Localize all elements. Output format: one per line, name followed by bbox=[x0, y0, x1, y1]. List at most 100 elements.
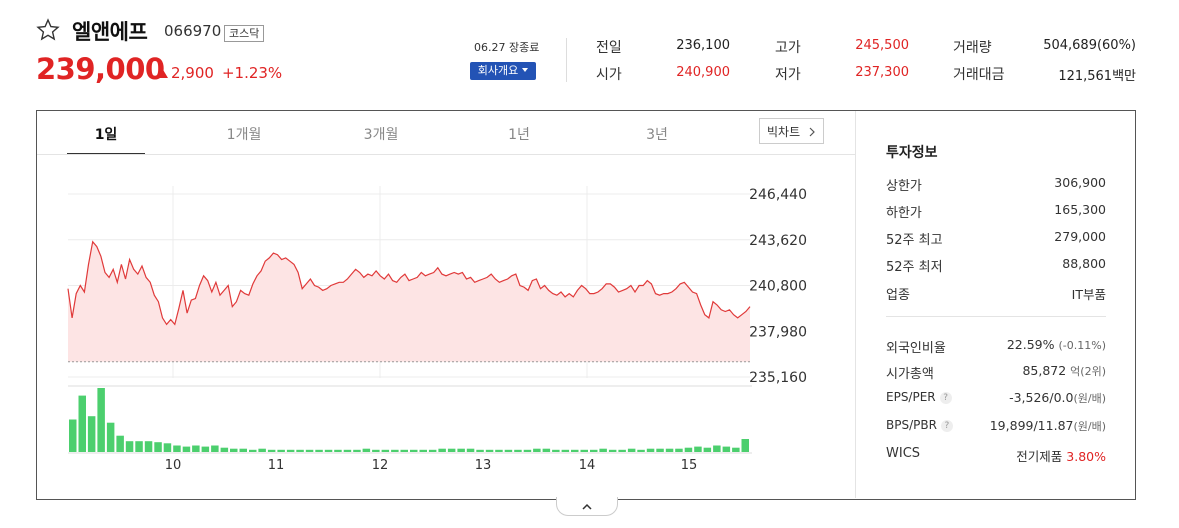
change-amount: 2,900 bbox=[171, 64, 214, 82]
summary-value-prev-close: 236,100 bbox=[676, 38, 730, 53]
x-tick-label: 10 bbox=[165, 458, 182, 473]
caret-down-icon bbox=[522, 68, 529, 72]
summary-label-open: 시가 bbox=[596, 67, 622, 83]
volume-bar bbox=[305, 449, 314, 452]
invest-value-upper-limit: 306,900 bbox=[1054, 175, 1106, 190]
wics-sector: 전기제품 bbox=[1016, 449, 1063, 464]
tab-3-years[interactable]: 3년 bbox=[646, 127, 668, 143]
market-cap-rank: 억(2위) bbox=[1070, 365, 1106, 378]
volume-bar bbox=[476, 449, 484, 452]
favorite-star-icon[interactable] bbox=[36, 18, 60, 42]
volume-bar bbox=[249, 449, 257, 452]
summary-value-open: 240,900 bbox=[676, 65, 730, 80]
panel-divider bbox=[855, 111, 856, 498]
intraday-chart: 246,440 243,620 240,800 237,980 235,160 10 11… bbox=[67, 186, 807, 473]
volume-bar bbox=[230, 448, 238, 452]
volume-bar bbox=[400, 449, 408, 452]
volume-bar bbox=[675, 448, 683, 452]
y-tick-label: 243,620 bbox=[749, 233, 807, 249]
invest-value-sector[interactable]: IT부품 bbox=[1071, 287, 1106, 302]
volume-bar bbox=[533, 448, 541, 452]
volume-bar bbox=[428, 449, 437, 452]
volume-bar bbox=[144, 441, 153, 452]
invest-value-52w-low: 88,800 bbox=[1062, 256, 1106, 271]
volume-bar bbox=[277, 449, 285, 452]
price-change: 2,900 +1.23% bbox=[156, 64, 282, 82]
volume-bar bbox=[267, 449, 276, 452]
volume-bar bbox=[410, 449, 418, 452]
tab-3-months[interactable]: 3개월 bbox=[363, 127, 399, 143]
y-tick-label: 240,800 bbox=[749, 279, 807, 295]
invest-label-lower-limit: 하한가 bbox=[886, 206, 922, 221]
x-tick-label: 14 bbox=[579, 458, 596, 473]
help-icon[interactable]: ? bbox=[940, 420, 953, 432]
summary-value-volume: 504,689(60%) bbox=[1043, 38, 1136, 53]
volume-bar bbox=[561, 449, 570, 452]
tab-1-month[interactable]: 1개월 bbox=[226, 127, 262, 143]
x-tick-label: 13 bbox=[475, 458, 492, 473]
volume-bar bbox=[239, 448, 247, 452]
volume-bar bbox=[665, 448, 674, 452]
company-overview-button[interactable]: 회사개요 bbox=[470, 62, 536, 80]
x-tick-label: 12 bbox=[372, 458, 389, 473]
volume-bar bbox=[286, 449, 295, 452]
invest-value-lower-limit: 165,300 bbox=[1054, 202, 1106, 217]
x-tick-label: 15 bbox=[681, 458, 698, 473]
help-icon[interactable]: ? bbox=[939, 392, 952, 404]
tabs-divider bbox=[37, 154, 855, 155]
volume-bar bbox=[438, 448, 446, 452]
volume-bar bbox=[694, 446, 702, 452]
collapse-toggle[interactable] bbox=[556, 497, 618, 516]
volume-bar bbox=[201, 446, 210, 452]
summary-value-trade-value: 121,561백만 bbox=[1058, 69, 1136, 84]
price-line bbox=[67, 240, 751, 326]
summary-label-high: 고가 bbox=[775, 40, 801, 56]
summary-value-high: 245,500 bbox=[855, 38, 909, 53]
volume-bar bbox=[97, 388, 105, 452]
volume-bar bbox=[334, 449, 342, 452]
chevron-right-icon bbox=[809, 127, 815, 137]
volume-bar bbox=[447, 448, 456, 452]
invest-label-bps-pbr: BPS/PBR? bbox=[886, 418, 953, 432]
chevron-up-icon bbox=[582, 503, 592, 510]
volume-bar bbox=[163, 443, 172, 452]
big-chart-button[interactable]: 빅차트 bbox=[759, 118, 824, 144]
invest-value-wics[interactable]: 전기제품 3.80% bbox=[950, 446, 1106, 465]
volume-bar bbox=[343, 449, 352, 452]
volume-bar bbox=[523, 449, 532, 452]
invest-info-title: 투자정보 bbox=[886, 145, 938, 161]
y-tick-label: 237,980 bbox=[749, 324, 807, 340]
bps-pbr-value: 19,899/11.87 bbox=[989, 418, 1074, 433]
volume-bar bbox=[713, 445, 721, 452]
volume-bar bbox=[182, 446, 191, 452]
volume-bar bbox=[495, 449, 503, 452]
volume-bar bbox=[353, 449, 361, 452]
x-tick-label: 11 bbox=[268, 458, 285, 473]
eps-per-label: EPS/PER bbox=[886, 390, 936, 404]
y-axis-ticks: 246,440 243,620 240,800 237,980 235,160 bbox=[749, 187, 807, 386]
volume-bar bbox=[258, 448, 266, 452]
wics-percent: 3.80% bbox=[1066, 449, 1106, 464]
volume-bar bbox=[722, 446, 731, 452]
volume-bar bbox=[192, 445, 200, 452]
volume-bar bbox=[590, 449, 598, 452]
tab-1-year[interactable]: 1년 bbox=[508, 127, 530, 143]
volume-bar bbox=[703, 447, 712, 452]
volume-bars bbox=[68, 388, 752, 454]
volume-bar bbox=[419, 449, 427, 452]
market-cap-value: 85,872 bbox=[1022, 363, 1067, 378]
price-area-fill bbox=[68, 241, 750, 362]
invest-label-foreign-ratio: 외국인비율 bbox=[886, 341, 946, 356]
tab-1-day[interactable]: 1일 bbox=[94, 127, 118, 143]
y-tick-label: 246,440 bbox=[749, 187, 807, 203]
invest-label-52w-low: 52주 최저 bbox=[886, 260, 943, 275]
invest-label-52w-high: 52주 최고 bbox=[886, 233, 943, 248]
volume-bar bbox=[372, 449, 380, 452]
volume-bar bbox=[457, 448, 465, 452]
up-triangle-icon bbox=[156, 68, 168, 78]
bps-pbr-unit: (원/배) bbox=[1073, 420, 1106, 433]
volume-bar bbox=[220, 447, 229, 452]
summary-label-volume: 거래량 bbox=[953, 40, 992, 56]
current-price: 239,000 bbox=[36, 52, 165, 86]
eps-per-value: -3,526/0.0 bbox=[1009, 390, 1074, 405]
